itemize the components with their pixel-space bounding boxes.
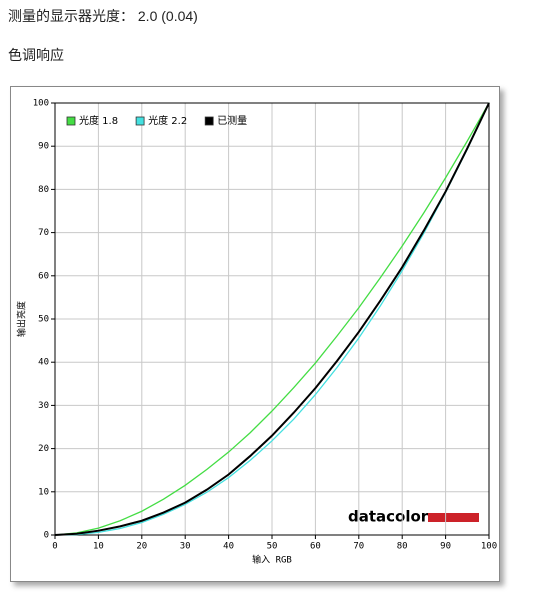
legend-swatch [66, 116, 76, 126]
x-tick-label: 30 [180, 542, 191, 552]
plot-border [54, 102, 490, 536]
logo: datacolor [348, 508, 429, 526]
series-line [54, 102, 490, 536]
legend-label: 光度 2.2 [148, 114, 187, 127]
x-tick-label: 40 [223, 542, 234, 552]
legend-swatch [135, 116, 145, 126]
x-tick-label: 70 [353, 542, 364, 552]
y-tick-label: 50 [38, 315, 49, 325]
x-tick-label: 0 [52, 542, 57, 552]
y-tick-label: 100 [33, 99, 49, 109]
x-tick-label: 20 [136, 542, 147, 552]
y-tick-label: 70 [38, 228, 49, 238]
measured-gamma: 测量的显示器光度： 2.0 (0.04) [8, 8, 198, 24]
logo-bar [428, 513, 479, 522]
y-tick-label: 30 [38, 401, 49, 411]
x-tick-label: 50 [267, 542, 278, 552]
y-tick-label: 60 [38, 271, 49, 281]
y-tick-label: 90 [38, 142, 49, 152]
x-tick-label: 100 [481, 542, 497, 552]
x-tick-label: 60 [310, 542, 321, 552]
x-tick-label: 10 [93, 542, 104, 552]
legend-label: 已测量 [217, 114, 247, 127]
y-axis-label: 输出亮度 [16, 301, 28, 337]
series-line [54, 102, 490, 536]
y-tick-label: 40 [38, 358, 49, 368]
series-line [54, 102, 490, 536]
legend-swatch [204, 116, 214, 126]
x-tick-label: 90 [440, 542, 451, 552]
y-tick-label: 0 [44, 531, 49, 541]
y-tick-label: 10 [38, 487, 49, 497]
x-axis-label: 输入 RGB [252, 554, 292, 566]
y-tick-label: 20 [38, 444, 49, 454]
legend-label: 光度 1.8 [79, 114, 118, 127]
section-title: 色调响应 [8, 47, 64, 63]
x-tick-label: 80 [397, 542, 408, 552]
y-tick-label: 80 [38, 185, 49, 195]
